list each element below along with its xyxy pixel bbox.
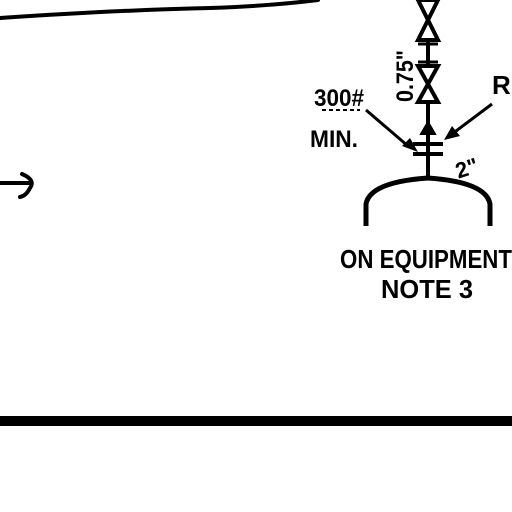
pressure-rating-label: 300# — [314, 85, 364, 112]
leader-right — [444, 102, 493, 140]
reducer-icon — [419, 120, 437, 135]
note-3-label: NOTE 3 — [381, 274, 473, 304]
on-equipment-label: ON EQUIPMENT — [340, 244, 512, 274]
size-2-label: 2" — [452, 153, 481, 184]
vessel-head-icon — [363, 175, 493, 226]
gate-valve-icon — [414, 60, 442, 104]
partial-r-label: R — [492, 70, 511, 100]
top-curved-line — [0, 0, 320, 20]
leader-300-min — [322, 108, 418, 152]
bottom-border-line — [0, 416, 512, 426]
dimension-075-label: 0.75" — [392, 50, 419, 102]
left-arrow-fragment — [0, 172, 34, 199]
min-label: MIN. — [310, 126, 358, 153]
gate-valve-icon — [414, 0, 442, 46]
